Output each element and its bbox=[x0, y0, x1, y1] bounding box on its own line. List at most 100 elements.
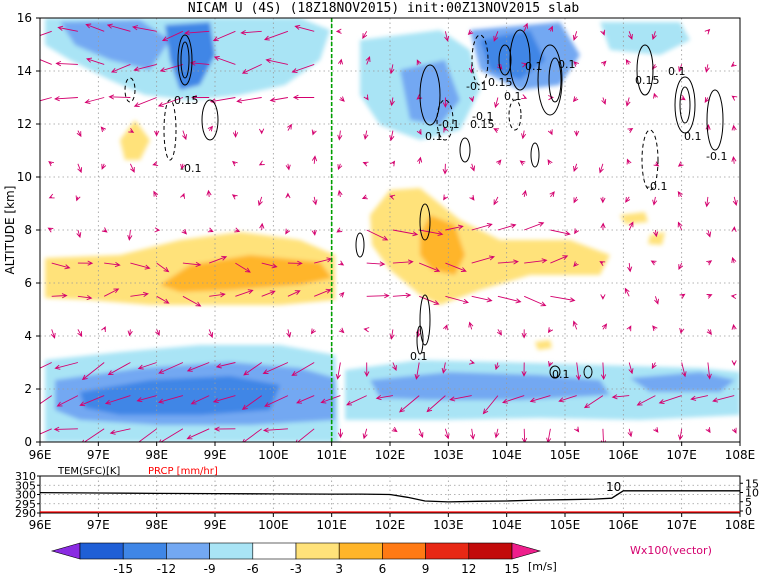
y-tick-label: 2 bbox=[24, 382, 32, 396]
wind-vector bbox=[47, 227, 54, 233]
wind-vector bbox=[208, 329, 214, 339]
wind-vector bbox=[231, 194, 238, 200]
x-tick-label: 99E bbox=[204, 448, 227, 462]
wind-vector bbox=[482, 395, 499, 415]
wind-vector bbox=[442, 163, 448, 175]
colorbar-tick-label: -3 bbox=[290, 562, 302, 575]
wind-vector bbox=[365, 56, 371, 65]
wind-vector bbox=[497, 259, 519, 265]
wind-vector bbox=[57, 25, 78, 32]
wind-vector bbox=[235, 262, 251, 273]
wind-vector bbox=[134, 428, 157, 442]
wind-vector bbox=[731, 155, 737, 164]
wind-vector bbox=[389, 64, 395, 75]
contour-label: 0.1 bbox=[668, 65, 686, 78]
wind-vector bbox=[363, 130, 369, 140]
wind-vector bbox=[521, 130, 527, 140]
wind-vector bbox=[75, 195, 81, 202]
wind-vector bbox=[362, 428, 368, 440]
vector-legend-label: Wx100(vector) bbox=[630, 544, 712, 557]
wind-vector bbox=[209, 292, 226, 298]
wind-vector bbox=[206, 189, 212, 197]
wind-vector bbox=[389, 160, 396, 167]
x-tick-label: 102E bbox=[375, 518, 406, 532]
colorbar-tick-label: 6 bbox=[379, 562, 387, 575]
wind-vector bbox=[184, 30, 210, 36]
wind-vector bbox=[416, 59, 422, 66]
wind-vector bbox=[40, 362, 52, 369]
wind-vector bbox=[497, 223, 517, 231]
wind-vector bbox=[392, 292, 412, 298]
x-tick-label: 98E bbox=[145, 518, 168, 532]
wind-vector bbox=[494, 428, 500, 439]
wind-vector bbox=[653, 427, 659, 433]
wind-vector bbox=[337, 189, 343, 197]
wind-vector bbox=[77, 295, 93, 301]
wind-vector bbox=[449, 395, 472, 402]
wind-vector bbox=[81, 362, 105, 381]
contour-line bbox=[509, 29, 531, 91]
colorbar: -15 -12 -9 -6 -3 3 6 9 12 15 bbox=[50, 542, 542, 575]
wind-vector bbox=[650, 260, 657, 266]
wind-vector bbox=[242, 428, 262, 442]
wind-vector bbox=[706, 362, 712, 380]
contour-line bbox=[355, 232, 365, 258]
main-plot: 0.15-0.1-0.10.10.150.10.150.1-0.1-0.10.1… bbox=[3, 11, 755, 462]
wind-vector bbox=[104, 262, 121, 268]
wind-vector bbox=[154, 227, 161, 233]
x-tick-label: 101E bbox=[316, 518, 347, 532]
wind-vector bbox=[418, 428, 424, 439]
x-tick-label: 100E bbox=[258, 448, 289, 462]
wind-vector bbox=[600, 196, 606, 204]
wind-vector bbox=[445, 262, 467, 272]
wind-vector bbox=[731, 427, 737, 434]
colorbar-tick-label: 9 bbox=[422, 562, 430, 575]
y-tick-label: 0 bbox=[24, 435, 32, 449]
wind-vector bbox=[651, 31, 657, 40]
wind-vector bbox=[626, 325, 632, 332]
wind-vector bbox=[547, 159, 553, 165]
wind-vector bbox=[106, 23, 131, 32]
wind-vector bbox=[467, 29, 474, 36]
contour-line bbox=[419, 294, 431, 346]
contour-label: 0.1 bbox=[552, 368, 570, 381]
wind-vector bbox=[133, 63, 157, 72]
wind-vector bbox=[574, 228, 580, 235]
wind-vector bbox=[653, 229, 659, 238]
wind-vector bbox=[550, 255, 569, 264]
colorbar-box bbox=[468, 542, 513, 560]
wind-vector bbox=[86, 57, 105, 65]
wind-vector bbox=[625, 196, 631, 203]
wind-vector bbox=[213, 426, 236, 432]
wind-vector bbox=[153, 190, 159, 198]
y-left-tick-label: 310 bbox=[15, 470, 36, 483]
contour-label: -0.1 bbox=[472, 110, 493, 123]
wind-vector bbox=[611, 394, 630, 400]
contour-line bbox=[498, 44, 512, 76]
y-left-tick-label: 305 bbox=[15, 479, 36, 492]
wind-vector bbox=[653, 92, 658, 99]
wind-vector bbox=[398, 395, 420, 413]
wind-vector bbox=[159, 63, 184, 73]
wind-vector bbox=[312, 196, 318, 206]
wind-vector bbox=[677, 221, 683, 231]
wind-vector bbox=[54, 96, 78, 102]
contour-line bbox=[641, 129, 659, 191]
wind-vector bbox=[522, 189, 528, 197]
wind-vector bbox=[264, 395, 289, 407]
wind-vector bbox=[600, 294, 606, 300]
wind-vector bbox=[48, 160, 54, 167]
wind-vector bbox=[191, 94, 210, 101]
x-tick-label: 101E bbox=[316, 448, 347, 462]
wind-vector bbox=[705, 427, 711, 434]
contour-label: 0.1 bbox=[410, 350, 428, 363]
wind-vector bbox=[287, 260, 303, 266]
wind-vector bbox=[85, 23, 105, 32]
wind-vector bbox=[258, 160, 265, 166]
wind-vector bbox=[521, 94, 528, 100]
y-left-tick-label: 290 bbox=[15, 507, 36, 520]
wind-vector bbox=[338, 327, 345, 334]
wind-vector bbox=[84, 97, 105, 104]
wind-vector bbox=[496, 329, 502, 336]
